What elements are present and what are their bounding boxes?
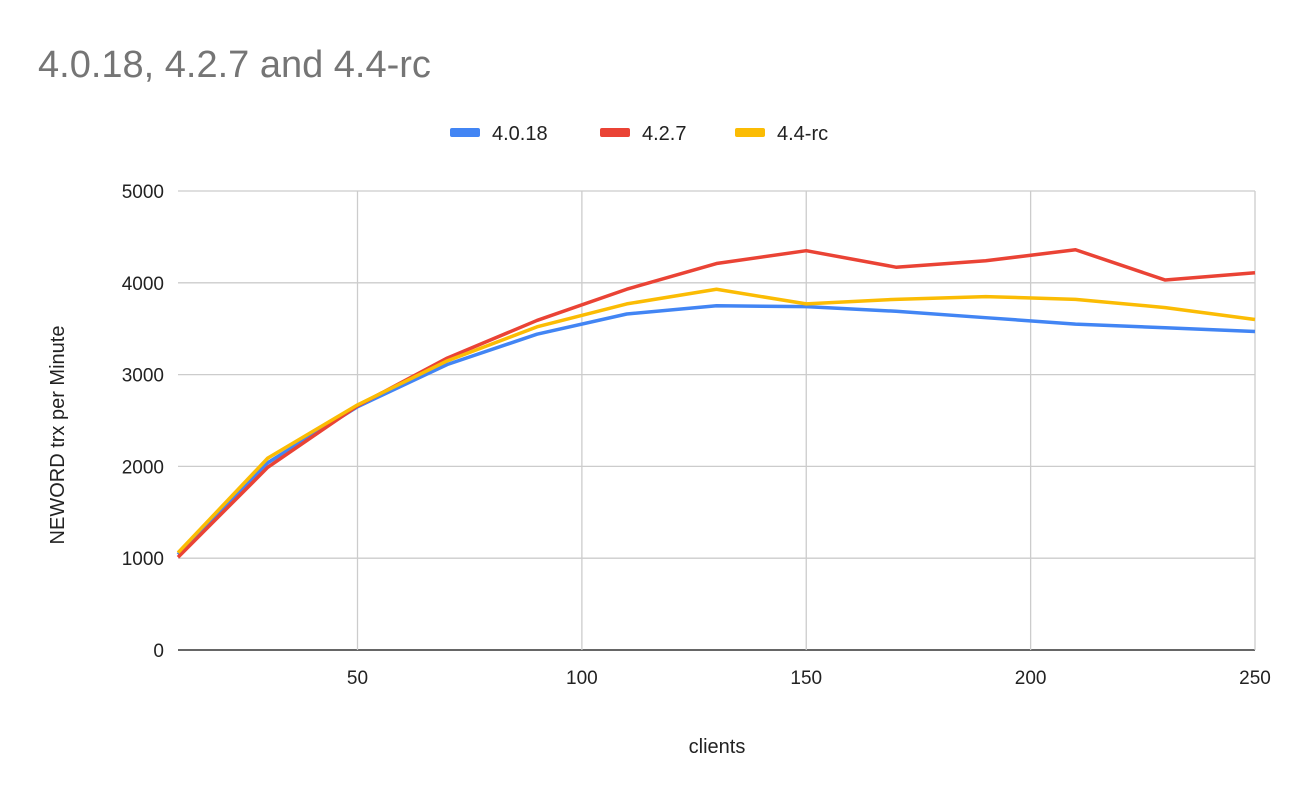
y-tick-label: 2000 [122,457,164,478]
x-tick-label: 250 [1239,668,1271,689]
series-line-4.2.7 [176,248,1256,559]
legend-label: 4.0.18 [492,123,548,145]
legend-swatch [450,128,480,137]
y-axis-label: NEWORD trx per Minute [47,326,69,545]
series-line-4.4-rc [176,287,1256,554]
series-lines [176,248,1256,559]
x-tick-label: 200 [1015,668,1047,689]
y-tick-label: 5000 [122,182,164,203]
legend-swatch [600,128,630,137]
x-tick-label: 100 [566,668,598,689]
grid: 0 1000 2000 3000 4000 5000 50 100 150 200 250 [122,182,1271,689]
legend-label: 4.2.7 [642,123,686,145]
legend-swatch [735,128,765,137]
chart-title: 4.0.18, 4.2.7 and 4.4-rc [38,44,431,86]
series-line-4.0.18 [176,304,1256,556]
x-tick-label: 150 [790,668,822,689]
x-axis-label: clients [689,736,746,758]
legend-label: 4.4-rc [777,123,828,145]
y-tick-label: 0 [153,641,164,662]
y-tick-label: 1000 [122,549,164,570]
x-tick-label: 50 [347,668,368,689]
y-tick-label: 4000 [122,274,164,295]
legend: 4.0.18 4.2.7 4.4-rc [450,123,828,145]
y-tick-label: 3000 [122,366,164,387]
